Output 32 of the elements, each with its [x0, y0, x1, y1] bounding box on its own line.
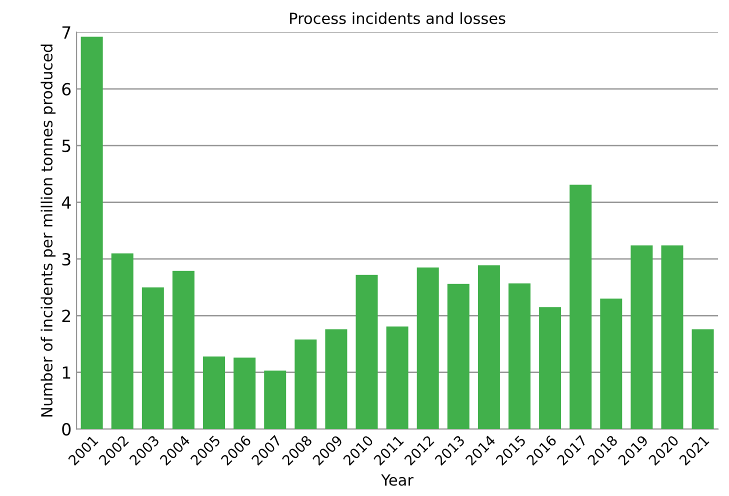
y-tick-label: 3 [62, 252, 70, 266]
bar [111, 253, 134, 430]
bar [203, 356, 226, 430]
bar [447, 284, 470, 430]
bar [508, 283, 530, 430]
bar [264, 370, 286, 430]
bar [570, 184, 592, 430]
bar [539, 307, 562, 430]
bar [294, 339, 317, 430]
bar [478, 265, 500, 430]
chart-title: Process incidents and losses [290, 12, 506, 24]
bar [356, 274, 378, 430]
bar [661, 245, 684, 430]
y-tick-label: 1 [62, 366, 70, 379]
bar [234, 358, 256, 430]
bar [630, 245, 653, 430]
y-tick-label: 6 [62, 82, 71, 96]
bar [692, 329, 714, 430]
y-tick-label: 4 [62, 196, 71, 209]
bar [172, 270, 194, 430]
x-axis-title: Year [381, 474, 414, 486]
bar [80, 36, 103, 430]
bar [416, 267, 439, 430]
y-axis-title: Number of incidents per million tonnes produced [40, 44, 56, 417]
bar [142, 287, 164, 430]
y-tick-label: 0 [62, 423, 71, 436]
bar [600, 298, 622, 430]
y-tick-label: 2 [62, 310, 70, 322]
bar [325, 329, 348, 430]
bar [386, 326, 408, 430]
y-tick-label: 5 [62, 140, 70, 152]
y-tick-label: 7 [62, 26, 70, 39]
